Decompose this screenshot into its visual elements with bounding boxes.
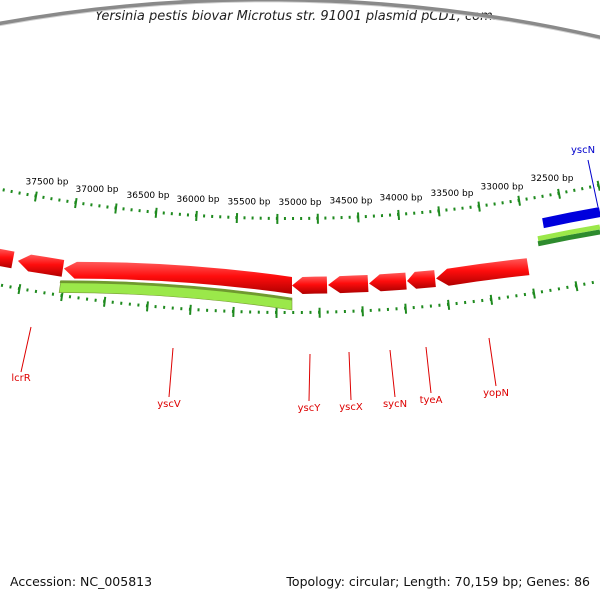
ruler-tick-major [557, 188, 561, 199]
ruler-tick-minor [549, 288, 552, 293]
gene-labels: lcrR yscV yscY yscX sycN tyeA yopN yscN [11, 145, 595, 414]
ruler-tick-minor [549, 193, 552, 197]
accession-text: Accession: NC_005813 [10, 574, 153, 589]
ruler-tick-minor [533, 196, 536, 200]
ruler-tick-major [154, 207, 158, 218]
ruler-tick-minor [26, 192, 29, 197]
ruler-tick-major [103, 296, 107, 307]
ruler-tick-major [532, 288, 536, 299]
ruler-tick-minor [42, 195, 45, 200]
ruler-tick-major [477, 201, 481, 212]
map-title: Yersinia pestis biovar Microtus str. 910… [94, 9, 506, 24]
ruler-tick-major [517, 195, 521, 206]
label-yscN: yscN [571, 145, 595, 156]
ruler-tick-minor [583, 282, 586, 286]
ruler-label: 33000 bp [481, 182, 524, 192]
ruler-labels: 37500 bp 37000 bp 36500 bp 36000 bp 35500 bp… [26, 174, 574, 208]
ruler-label: 37000 bp [76, 185, 119, 195]
ruler-tick-major [596, 180, 600, 191]
ruler-tick-minor [541, 194, 544, 198]
label-yopN: yopN [483, 388, 509, 399]
ruler-tick-major [437, 206, 441, 217]
ruler-tick-minor [9, 285, 12, 289]
ruler-tick-minor [573, 188, 576, 192]
ruler-tick-major [74, 197, 78, 209]
gene-arrow [369, 272, 407, 292]
leader-line [348, 351, 352, 401]
leader-line [20, 326, 32, 373]
ruler-tick-minor [588, 185, 592, 189]
gene-features [0, 207, 600, 311]
gene-bar-yscN [542, 207, 600, 229]
ruler-label: 32500 bp [531, 174, 574, 184]
gene-arrow [407, 270, 436, 289]
label-lcrR: lcrR [11, 373, 30, 384]
gene-arrow [292, 276, 328, 294]
ruler-tick-minor [580, 187, 584, 191]
ruler-tick-major [489, 294, 494, 305]
label-yscY: yscY [298, 403, 322, 414]
ruler-label: 36000 bp [177, 195, 220, 205]
ruler-label: 36500 bp [127, 191, 170, 201]
leader-line [389, 349, 396, 398]
ruler-tick-major [397, 209, 401, 220]
ruler-tick-major [404, 303, 408, 314]
ruler-label: 37500 bp [26, 177, 69, 187]
ruler-ticks [0, 180, 600, 318]
gene-arrow [328, 275, 369, 294]
ruler-tick-minor [18, 191, 21, 195]
ruler-tick-minor [566, 285, 569, 290]
ruler-label: 35000 bp [279, 198, 322, 208]
ruler-tick-major [146, 301, 149, 312]
backbone-line [0, 0, 600, 40]
ruler-tick-major [447, 299, 451, 310]
label-leaders [20, 159, 599, 402]
label-sycN: sycN [383, 399, 407, 410]
label-tyeA: tyeA [420, 395, 443, 406]
ruler-tick-major [114, 203, 118, 214]
leader-line [168, 347, 174, 398]
gene-arrow [0, 248, 15, 269]
ruler-tick-major [574, 281, 579, 292]
ruler-tick-major [189, 304, 192, 315]
ruler-label: 34000 bp [380, 194, 423, 204]
gene-arrow [63, 261, 293, 294]
ruler-tick-minor [557, 287, 561, 291]
ruler-tick-minor [2, 188, 5, 192]
ruler-tick-minor [565, 190, 568, 194]
ruler-tick-minor [26, 288, 29, 292]
label-yscV: yscV [157, 399, 181, 410]
gene-bar-green [537, 224, 600, 242]
gene-arrow [17, 254, 65, 277]
ruler-label: 33500 bp [431, 189, 474, 199]
plasmid-backbone [0, 0, 600, 40]
gene-arrow [436, 258, 530, 286]
leader-line [308, 353, 311, 402]
ruler-label: 34500 bp [330, 197, 373, 207]
gene-bar-yscV-edge [59, 280, 293, 301]
leader-line [488, 337, 497, 387]
leader-line [587, 159, 599, 208]
ruler-label: 35500 bp [228, 197, 271, 207]
ruler-tick-major [17, 283, 22, 295]
ruler-tick-minor [591, 280, 595, 285]
ruler-tick-major [195, 210, 198, 222]
ruler-tick-major [34, 191, 38, 202]
leader-line [425, 346, 432, 394]
ruler-tick-minor [10, 189, 13, 194]
ruler-tick-minor [0, 283, 4, 288]
gene-bar-dark-green [537, 229, 600, 247]
backbone-highlight [0, 1, 600, 40]
label-yscX: yscX [339, 402, 363, 413]
topology-summary: Topology: circular; Length: 70,159 bp; G… [286, 574, 590, 589]
